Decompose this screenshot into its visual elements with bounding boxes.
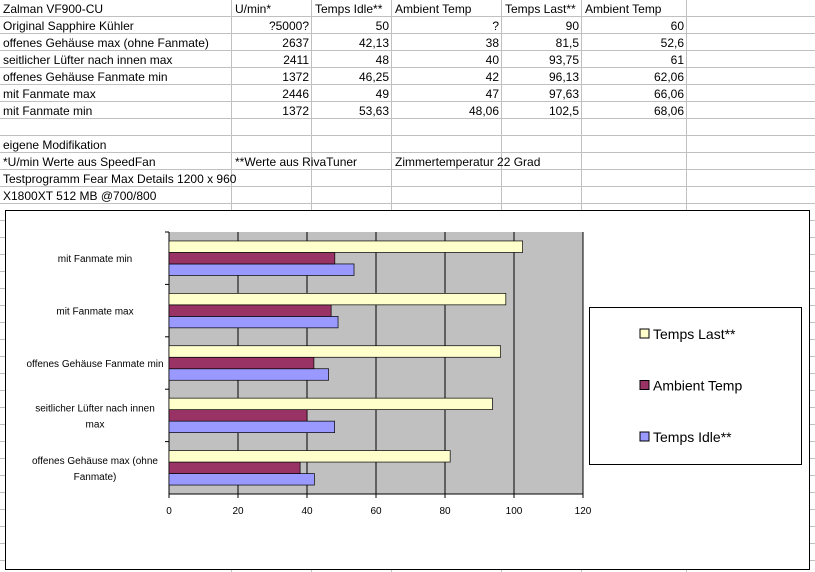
bar	[168, 345, 501, 358]
cell: X1800XT 512 MB @700/800	[3, 189, 157, 203]
cell: offenes Gehäuse Fanmate min	[3, 70, 168, 84]
cell: 42,13	[359, 36, 389, 50]
x-tick-label: 100	[506, 506, 523, 517]
cell: 48,06	[469, 104, 499, 118]
cell: Ambient Temp	[395, 2, 472, 16]
cell: 60	[671, 19, 685, 33]
x-tick-label: 120	[575, 506, 592, 517]
bar	[168, 263, 355, 276]
bar	[168, 293, 507, 306]
bar	[168, 356, 315, 370]
cell: 46,25	[359, 70, 389, 84]
bar	[168, 252, 336, 265]
cell: 96,13	[549, 70, 579, 84]
cell: 40	[486, 53, 500, 67]
cell: U/min*	[235, 2, 271, 16]
cell: *U/min Werte aus SpeedFan	[3, 155, 156, 169]
cell: Testprogramm Fear Max Details 1200 x 960	[3, 172, 237, 186]
cell: Temps Idle**	[315, 2, 383, 16]
legend-label: Temps Idle**	[653, 429, 732, 445]
cell: 62,06	[654, 70, 684, 84]
cell: Temps Last**	[505, 2, 576, 16]
cell: Ambient Temp	[585, 2, 662, 16]
x-tick-label: 40	[301, 506, 313, 517]
bar	[168, 409, 308, 422]
cell: 66,06	[654, 87, 684, 101]
legend-label: Ambient Temp	[653, 378, 742, 394]
cell: Original Sapphire Kühler	[3, 19, 134, 33]
cell: offenes Gehäuse max (ohne Fanmate)	[3, 36, 209, 50]
cell: 2411	[283, 53, 309, 67]
cell: 61	[671, 53, 685, 67]
cell: 1372	[282, 104, 309, 118]
bar	[168, 420, 335, 433]
legend	[589, 307, 802, 465]
legend-swatch	[639, 328, 650, 339]
x-tick-label: 0	[166, 506, 172, 517]
legend-swatch	[639, 431, 650, 442]
y-tick-label: seitlicher Lüfter nach innen max	[35, 403, 155, 430]
bar	[168, 316, 339, 329]
cell: **Werte aus RivaTuner	[235, 155, 357, 169]
y-tick-label: offenes Gehäuse Fanmate min	[26, 359, 163, 370]
chart: 0 20 40 60 80 100 120 offenes Gehäuse max (ohne…	[5, 210, 810, 570]
cell: eigene Modifikation	[3, 138, 106, 152]
bar	[168, 397, 493, 410]
cell: 42	[486, 70, 500, 84]
y-tick-label: offenes Gehäuse max (ohne Fanmate)	[32, 456, 158, 483]
bar	[168, 240, 523, 253]
x-tick-label: 20	[232, 506, 244, 517]
cell: mit Fanmate min	[3, 104, 92, 118]
y-tick-label: mit Fanmate max	[56, 307, 133, 318]
cell: 47	[486, 87, 500, 101]
cell: 93,75	[549, 53, 579, 67]
cell: 49	[376, 87, 390, 101]
cell: Zimmertemperatur 22 Grad	[395, 155, 540, 169]
x-tick-label: 80	[439, 506, 451, 517]
cell: 2446	[282, 87, 309, 101]
cell: 48	[376, 53, 390, 67]
cell: 97,63	[549, 87, 579, 101]
cell: 52,6	[661, 36, 685, 50]
cell: 50	[376, 19, 390, 33]
cell: 68,06	[654, 104, 684, 118]
cell: 1372	[282, 70, 309, 84]
legend-label: Temps Last**	[653, 326, 736, 342]
bar	[168, 450, 451, 463]
bar	[168, 304, 332, 317]
cell: 53,63	[359, 104, 389, 118]
cell: ?	[492, 19, 499, 33]
bar	[168, 461, 301, 474]
cell: Zalman VF900-CU	[3, 2, 103, 16]
legend-swatch	[639, 380, 650, 390]
cell: 90	[566, 19, 580, 33]
bar	[168, 473, 315, 486]
x-tick-label: 60	[370, 506, 382, 517]
cell: 38	[486, 36, 500, 50]
cell: ?5000?	[269, 19, 309, 33]
cell: mit Fanmate max	[3, 87, 96, 101]
y-tick-label: mit Fanmate min	[58, 254, 132, 265]
cell: 102,5	[549, 104, 579, 118]
cell: 2637	[282, 36, 309, 50]
cell: 81,5	[556, 36, 580, 50]
bar	[168, 368, 329, 381]
cell: seitlicher Lüfter nach innen max	[3, 53, 172, 67]
